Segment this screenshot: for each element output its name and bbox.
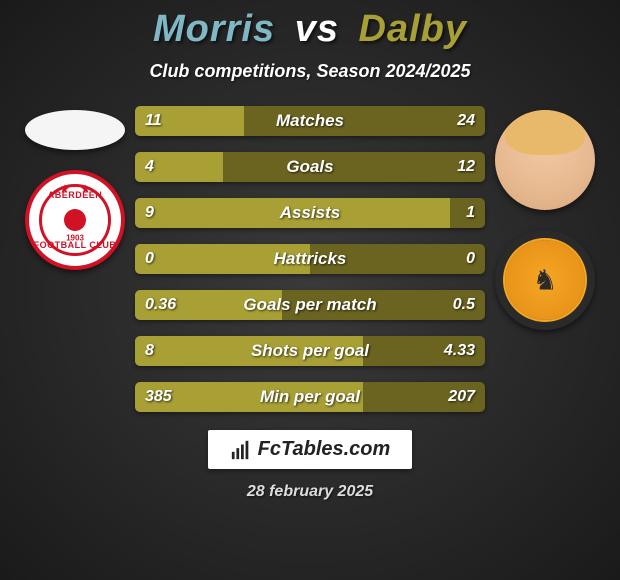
stat-segment-left: 9 <box>135 198 450 228</box>
stat-value-left: 4 <box>145 158 154 176</box>
subtitle: Club competitions, Season 2024/2025 <box>0 61 620 82</box>
ball-icon <box>64 209 86 231</box>
footer: FcTables.com 28 february 2025 <box>0 430 620 501</box>
chart-icon <box>230 439 252 461</box>
stat-value-left: 385 <box>145 388 172 406</box>
stat-segment-left: 11 <box>135 106 244 136</box>
stat-segment-left: 8 <box>135 336 363 366</box>
stat-segment-right: 24 <box>244 106 486 136</box>
date-text: 28 february 2025 <box>247 483 373 501</box>
stats-bars: 1124Matches412Goals91Assists00Hattricks0… <box>135 106 485 412</box>
stat-value-right: 24 <box>457 112 475 130</box>
stat-segment-left: 4 <box>135 152 223 182</box>
stat-value-left: 9 <box>145 204 154 222</box>
stat-row: 84.33Shots per goal <box>135 336 485 366</box>
stat-segment-left: 385 <box>135 382 363 412</box>
stat-value-left: 0 <box>145 250 154 268</box>
player1-avatar <box>25 110 125 150</box>
stat-value-right: 0 <box>466 250 475 268</box>
stat-value-left: 8 <box>145 342 154 360</box>
club-text-top: ABERDEEN <box>29 190 121 200</box>
stat-value-left: 11 <box>145 112 162 130</box>
stat-value-right: 1 <box>466 204 475 222</box>
player2-avatar <box>495 110 595 210</box>
player2-club-badge: ♞ <box>495 230 595 330</box>
stat-value-right: 0.5 <box>453 296 475 314</box>
stat-row: 0.360.5Goals per match <box>135 290 485 320</box>
badge-inner: ♞ <box>503 238 587 322</box>
stat-row: 91Assists <box>135 198 485 228</box>
stat-value-left: 0.36 <box>145 296 176 314</box>
stat-segment-right: 12 <box>223 152 486 182</box>
comparison-title: Morris vs Dalby <box>0 0 620 51</box>
vs-text: vs <box>295 8 339 50</box>
stat-value-right: 4.33 <box>444 342 475 360</box>
stat-segment-right: 1 <box>450 198 485 228</box>
brand-box[interactable]: FcTables.com <box>208 430 413 469</box>
stat-row: 385207Min per goal <box>135 382 485 412</box>
brand-text: FcTables.com <box>258 438 391 461</box>
right-column: ♞ <box>485 106 605 412</box>
face-icon <box>495 110 595 210</box>
stat-segment-right: 0.5 <box>282 290 485 320</box>
player1-club-badge: ★ ★ ABERDEEN 1903 FOOTBALL CLUB <box>25 170 125 270</box>
stat-segment-left: 0 <box>135 244 310 274</box>
stat-row: 412Goals <box>135 152 485 182</box>
stat-segment-left: 0.36 <box>135 290 282 320</box>
stat-row: 1124Matches <box>135 106 485 136</box>
lion-icon: ♞ <box>532 264 557 297</box>
left-column: ★ ★ ABERDEEN 1903 FOOTBALL CLUB <box>15 106 135 412</box>
player1-name: Morris <box>153 8 275 50</box>
stat-value-right: 12 <box>457 158 475 176</box>
player2-name: Dalby <box>359 8 467 50</box>
content-area: ★ ★ ABERDEEN 1903 FOOTBALL CLUB 1124Matc… <box>0 106 620 412</box>
club-text-bottom: FOOTBALL CLUB <box>29 240 121 250</box>
stat-segment-right: 0 <box>310 244 485 274</box>
stat-segment-right: 4.33 <box>363 336 486 366</box>
stat-value-right: 207 <box>448 388 475 406</box>
stat-segment-right: 207 <box>363 382 486 412</box>
stat-row: 00Hattricks <box>135 244 485 274</box>
